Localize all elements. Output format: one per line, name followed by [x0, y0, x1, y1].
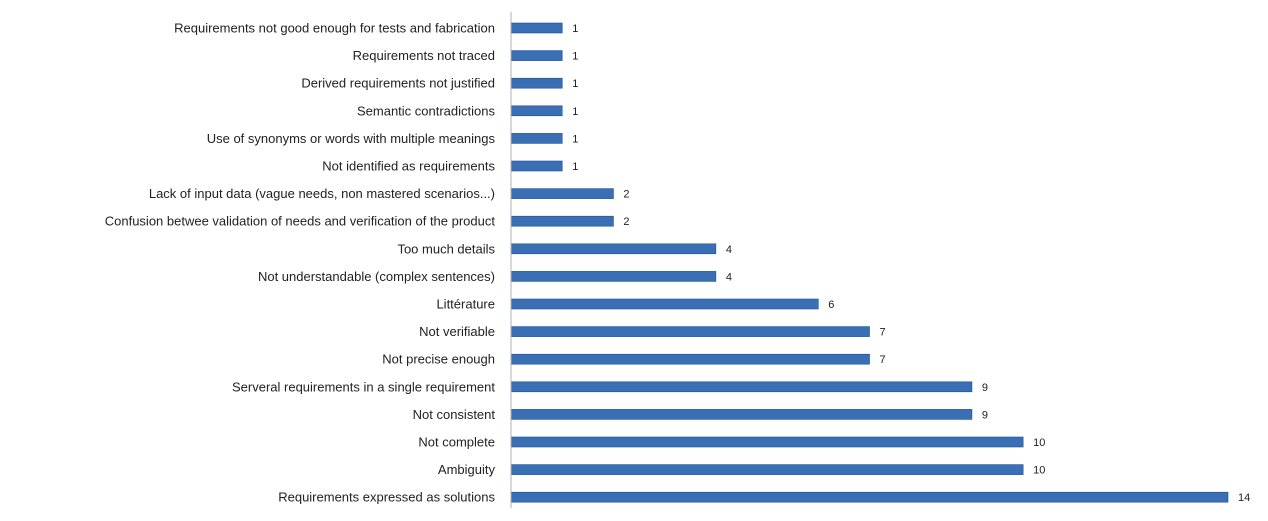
bar	[510, 271, 717, 282]
bar	[510, 77, 563, 89]
category-label: Requirements not good enough for tests a…	[174, 21, 495, 36]
category-labels: Requirements not good enough for tests a…	[105, 21, 496, 505]
bar	[510, 326, 870, 337]
bar	[510, 298, 819, 310]
bar	[510, 188, 614, 199]
category-label: Too much details	[397, 241, 495, 256]
bar	[510, 215, 614, 227]
category-label: Requirements not traced	[353, 48, 495, 63]
bar	[510, 409, 973, 420]
value-label: 1	[572, 51, 578, 63]
value-label: 10	[1033, 437, 1045, 449]
category-label: Not identified as requirements	[322, 159, 495, 174]
category-label: Serveral requirements in a single requir…	[232, 379, 495, 394]
category-label: Not verifiable	[419, 324, 495, 339]
value-label: 7	[880, 354, 886, 366]
category-label: Semantic contradictions	[357, 103, 496, 118]
value-label: 7	[880, 327, 886, 339]
value-label: 2	[623, 189, 629, 201]
bar	[510, 436, 1024, 448]
bar	[510, 50, 563, 61]
category-label: Ambiguity	[438, 462, 496, 477]
bar	[510, 353, 870, 365]
value-label: 1	[572, 78, 578, 90]
category-label: Use of synonyms or words with multiple m…	[207, 131, 496, 146]
category-label: Requirements expressed as solutions	[278, 490, 495, 505]
bar	[510, 22, 563, 34]
value-label: 1	[572, 23, 578, 35]
value-label: 4	[726, 271, 732, 283]
category-label: Derived requirements not justified	[301, 76, 495, 91]
bar	[510, 133, 563, 144]
bar	[510, 381, 973, 393]
value-label: 6	[828, 299, 834, 311]
category-label: Confusion betwee validation of needs and…	[105, 214, 496, 229]
bar	[510, 464, 1024, 475]
category-label: Not consistent	[413, 407, 496, 422]
value-label: 4	[726, 244, 732, 256]
category-label: Littérature	[436, 297, 495, 312]
bar	[510, 243, 717, 255]
value-label: 14	[1238, 492, 1250, 504]
category-label: Not understandable (complex sentences)	[258, 269, 495, 284]
value-label: 1	[572, 133, 578, 145]
value-label: 9	[982, 409, 988, 421]
value-label: 9	[982, 382, 988, 394]
value-labels: 1 1 1 1 1 1 2 2 4 4 6 7 7 9 9 10 10 14	[572, 23, 1250, 504]
value-label: 1	[572, 106, 578, 118]
category-label: Not precise enough	[382, 352, 495, 367]
value-label: 2	[623, 216, 629, 228]
value-label: 1	[572, 161, 578, 173]
category-label: Not complete	[418, 435, 495, 450]
bar	[510, 105, 563, 117]
bar	[510, 491, 1229, 503]
value-label: 10	[1033, 465, 1045, 477]
category-label: Lack of input data (vague needs, non mas…	[149, 186, 495, 201]
bars-group	[510, 22, 1229, 503]
bar	[510, 160, 563, 172]
